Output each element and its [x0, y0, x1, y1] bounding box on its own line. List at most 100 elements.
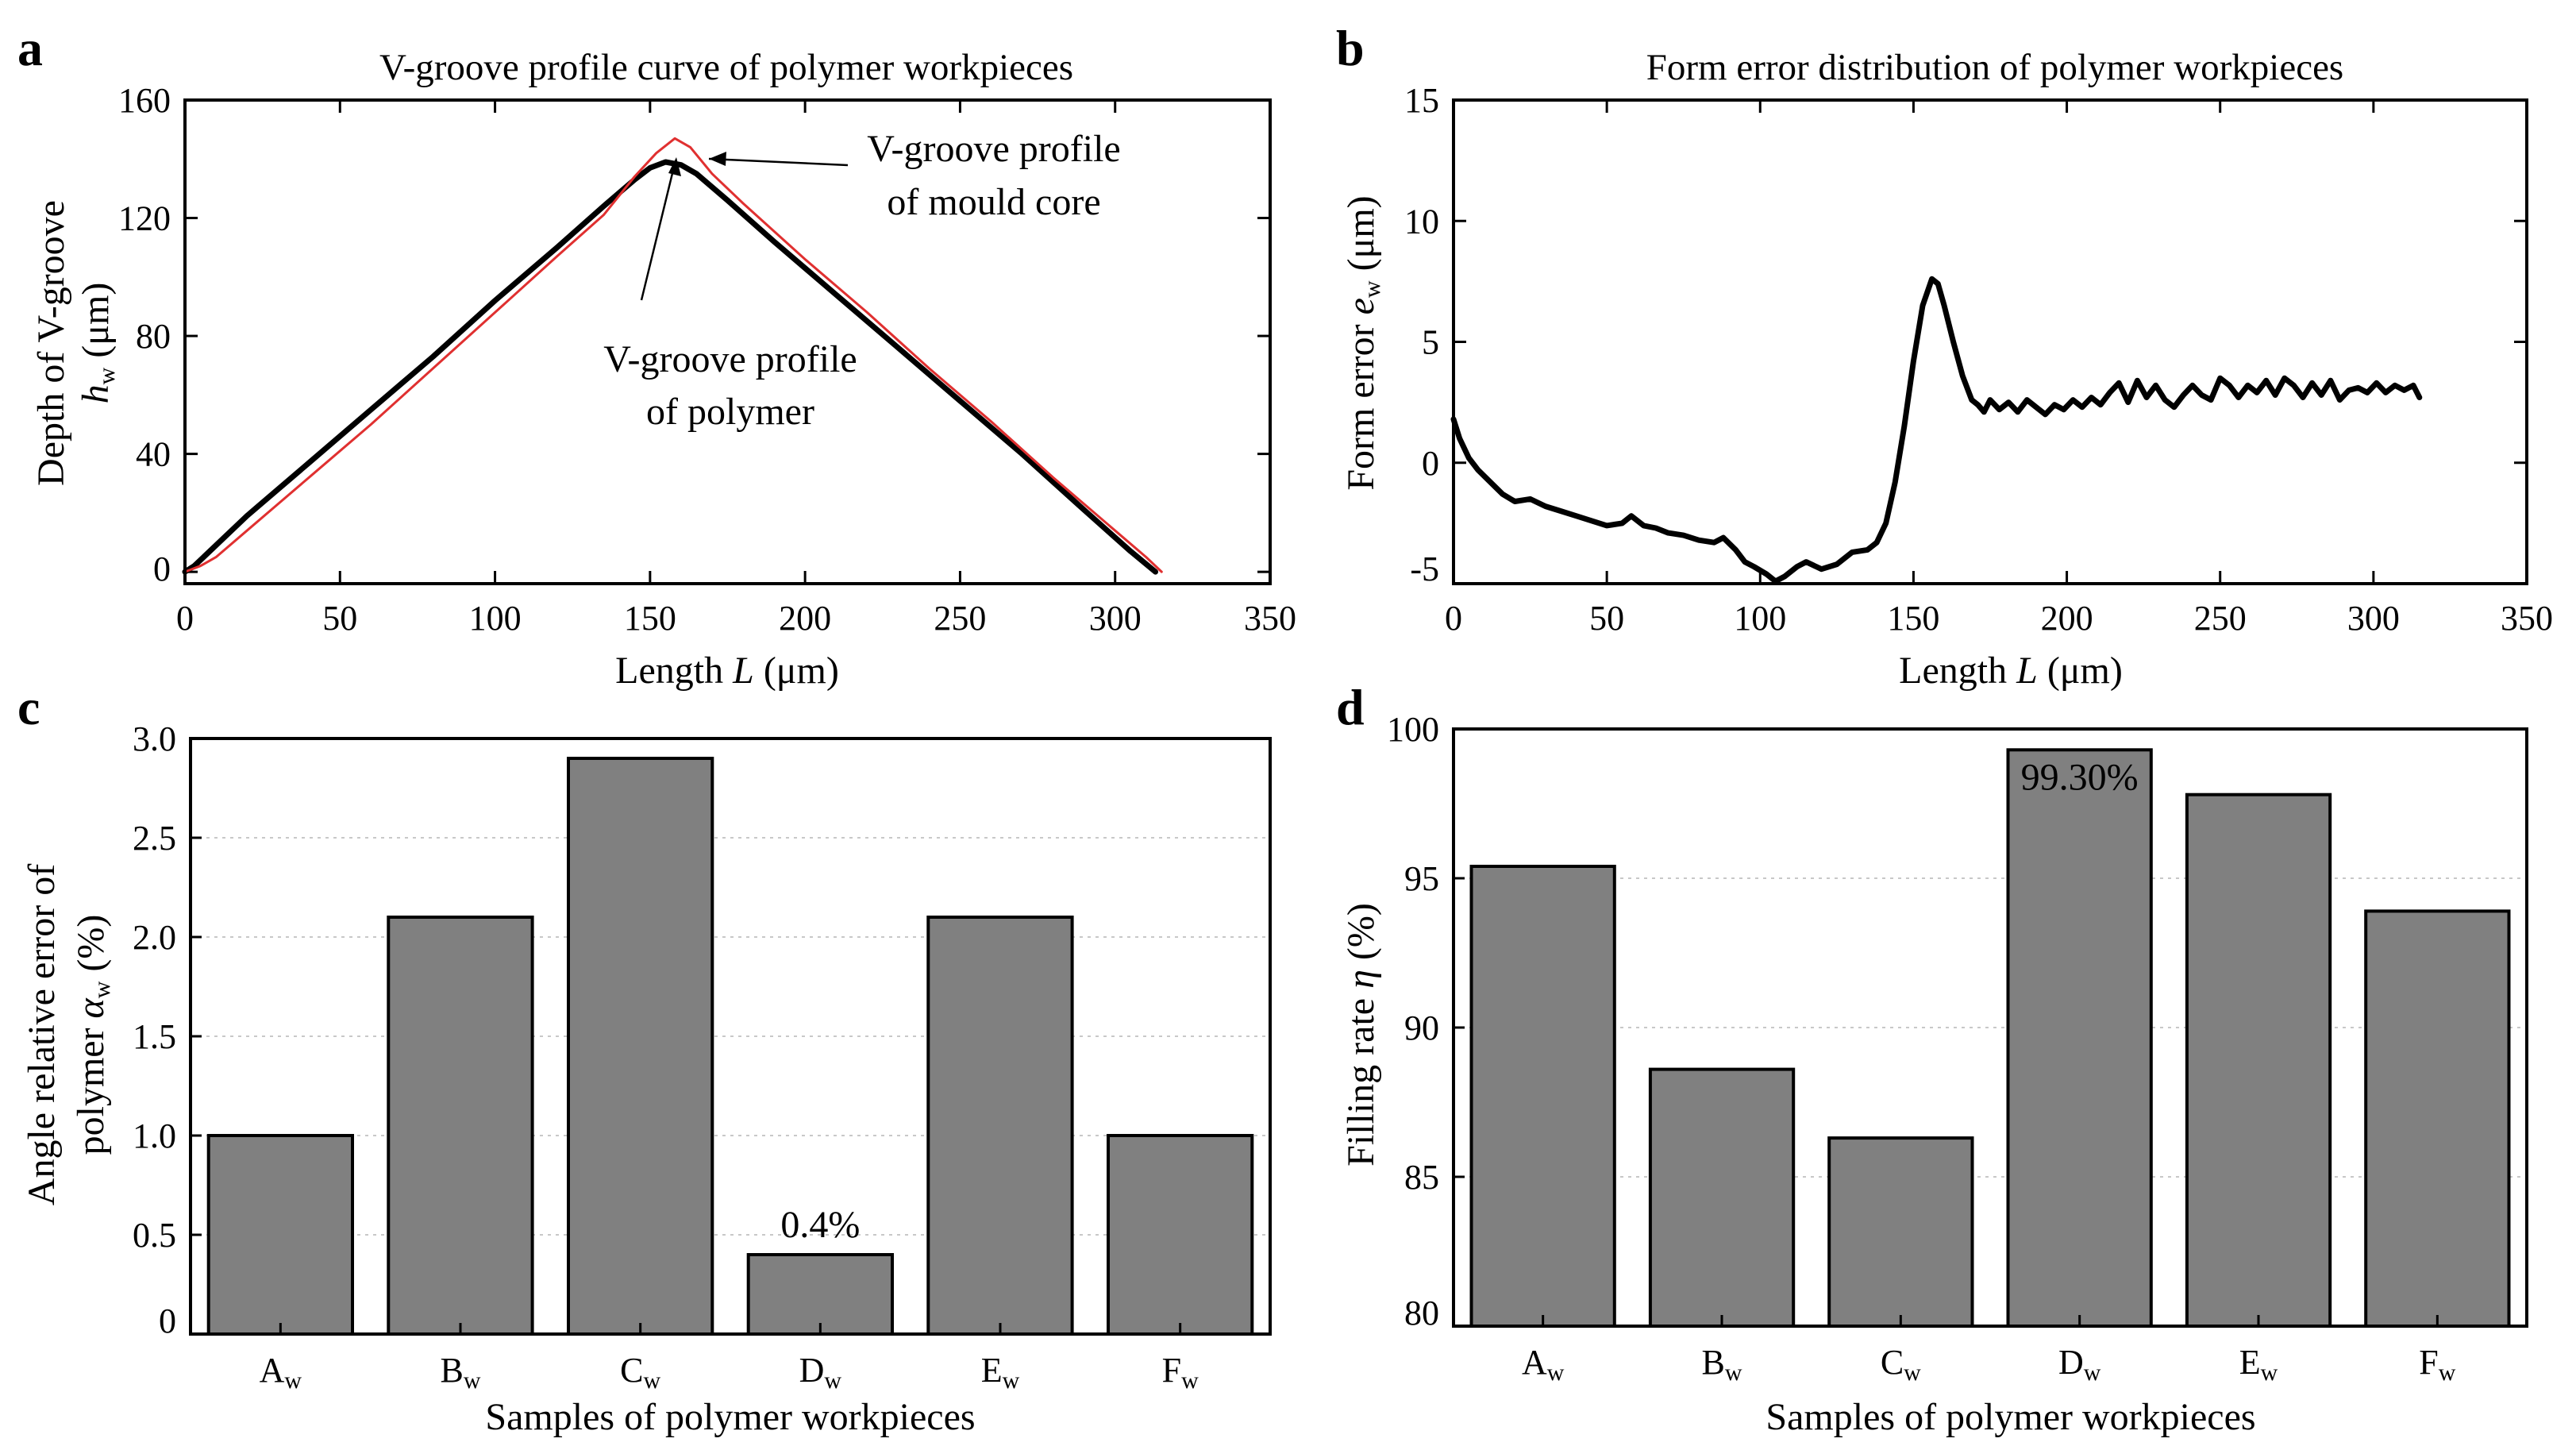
x-tick-label: 250 [934, 599, 986, 638]
chart-title: V-groove profile curve of polymer workpi… [379, 47, 1073, 88]
y-axis-label: Form error ew (μm) [1340, 195, 1385, 490]
x-tick-label: 0 [176, 599, 194, 638]
y-axis-ticks: 80 85 90 95 100 [1387, 710, 1465, 1332]
x-axis-ticks: 0 50 100 150 200 250 300 350 [176, 100, 1296, 638]
series-lines [1450, 276, 2423, 584]
series-lines [182, 137, 1163, 575]
y-tick-label: -5 [1410, 550, 1439, 588]
mould-core-label-line1: V-groove profile [867, 128, 1120, 170]
x-axis-ticks: Aw Bw Cw Dw Ew Fw [1522, 1315, 2456, 1386]
x-tick-label: Dw [799, 1351, 842, 1394]
x-tick-label: 150 [624, 599, 676, 638]
y-tick-label: 40 [136, 435, 171, 474]
x-tick-label: Dw [2058, 1343, 2101, 1386]
x-axis-ticks: Aw Bw Cw Dw Ew Fw [260, 1323, 1199, 1394]
x-tick-label: Ew [2239, 1343, 2278, 1386]
y-tick-label: 0 [153, 550, 171, 588]
polymer-arrowhead [668, 157, 681, 176]
y-axis-label-line2: polymer αw (%) [70, 915, 115, 1155]
panel-letter-a: a [17, 20, 43, 76]
panel-a-profile-chart: a V-groove profile curve of polymer work… [17, 20, 1296, 692]
mould-core-arrowhead [709, 152, 726, 166]
plot-frame [189, 737, 1272, 1336]
x-tick-label: Aw [1522, 1343, 1565, 1386]
x-tick-label: Fw [2419, 1343, 2455, 1386]
y-tick-label: 90 [1404, 1008, 1439, 1047]
y-tick-label: 2.5 [133, 819, 176, 858]
y-tick-label: 95 [1404, 859, 1439, 898]
x-tick-label: 300 [2347, 599, 2400, 638]
x-tick-label: Fw [1162, 1351, 1199, 1394]
bars [1469, 748, 2511, 1328]
x-axis-ticks: 0 50 100 150 200 250 300 350 [1445, 100, 2553, 638]
bar-d [746, 1253, 895, 1336]
x-tick-label: 100 [469, 599, 522, 638]
y-tick-label: 160 [118, 81, 171, 120]
bar-c [1827, 1136, 1974, 1328]
x-tick-label: 0 [1445, 599, 1462, 638]
series-line-2 [183, 137, 1163, 573]
x-tick-label: 50 [1589, 599, 1624, 638]
x-tick-label: Ew [981, 1351, 1020, 1394]
bar-a [206, 1134, 355, 1336]
y-axis-label-line2: hw (μm) [75, 283, 120, 404]
y-axis-ticks: 0 0.5 1.0 1.5 2.0 2.5 3.0 [133, 719, 202, 1340]
polymer-arrow [640, 163, 676, 301]
x-tick-label: Bw [1701, 1343, 1742, 1386]
bar-a [1469, 865, 1616, 1328]
y-tick-label: 0 [159, 1302, 176, 1340]
x-tick-label: 200 [779, 599, 831, 638]
y-tick-label: 15 [1404, 81, 1439, 120]
x-tick-label: 350 [1244, 599, 1296, 638]
polymer-label-line2: of polymer [646, 391, 814, 433]
x-axis-label: Samples of polymer workpieces [1765, 1396, 2255, 1438]
panel-d-filling-rate-chart: d 80 85 90 95 100 Aw Bw Cw Dw Ew Fw 99.30% Sample… [1336, 679, 2528, 1438]
y-axis-ticks: -5 0 5 10 15 [1404, 81, 2527, 588]
bar-c [567, 757, 714, 1336]
series-line-1 [1450, 276, 2423, 584]
panel-letter-b: b [1336, 20, 1365, 76]
y-tick-label: 80 [136, 317, 171, 356]
y-tick-label: 1.0 [133, 1116, 176, 1155]
bar-f [2364, 909, 2511, 1328]
x-tick-label: 150 [1887, 599, 1939, 638]
x-tick-label: Bw [440, 1351, 480, 1394]
plot-frame [1452, 98, 2528, 585]
y-tick-label: 120 [118, 199, 171, 238]
bar-b [1648, 1067, 1796, 1328]
y-tick-label: 0.5 [133, 1216, 176, 1255]
y-tick-label: 2.0 [133, 918, 176, 957]
bar-e [2185, 792, 2332, 1328]
y-tick-label: 100 [1387, 710, 1439, 749]
gridlines [191, 837, 1270, 1236]
y-tick-label: 80 [1404, 1294, 1439, 1332]
x-axis-label: Length L (μm) [615, 650, 839, 692]
y-tick-label: 0 [1422, 444, 1439, 483]
polymer-label-line1: V-groove profile [603, 338, 857, 380]
panel-b-form-error-chart: b Form error distribution of polymer wor… [1336, 20, 2553, 692]
series-line-1 [182, 159, 1158, 575]
panel-letter-d: d [1336, 679, 1365, 735]
x-axis-label: Samples of polymer workpieces [485, 1396, 975, 1438]
y-tick-label: 85 [1404, 1158, 1439, 1197]
bar-e [926, 916, 1074, 1336]
bar-data-label: 99.30% [2021, 756, 2139, 798]
plot-frame [1452, 727, 2528, 1328]
bar-b [387, 916, 534, 1336]
y-axis-ticks: 0 40 80 120 160 [118, 81, 1270, 588]
y-tick-label: 5 [1422, 323, 1439, 362]
bar-d [2006, 748, 2153, 1328]
panel-c-angle-error-chart: c 00.51.01.52.02.53.0 Aw Bw Cw Dw Ew Fw 0.4% … [17, 679, 1272, 1438]
panel-letter-c: c [17, 679, 40, 735]
x-tick-label: 50 [322, 599, 357, 638]
mould-core-label-line2: of mould core [887, 181, 1100, 223]
x-tick-label: 100 [1734, 599, 1786, 638]
plot-frame [183, 98, 1272, 585]
x-tick-label: Aw [260, 1351, 302, 1394]
x-tick-label: 250 [2194, 599, 2247, 638]
bars [206, 757, 1254, 1336]
y-axis-label: Filling rate η (%) [1340, 903, 1382, 1167]
y-tick-label: 1.5 [133, 1017, 176, 1056]
x-axis-label: Length L (μm) [1899, 650, 2123, 692]
